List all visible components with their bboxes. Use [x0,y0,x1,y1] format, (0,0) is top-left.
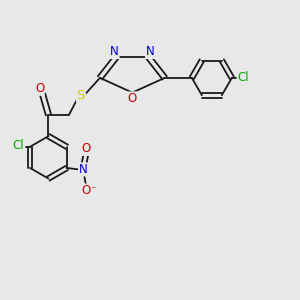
Text: O: O [35,82,44,95]
Text: Cl: Cl [238,71,249,84]
Text: O: O [81,184,91,197]
Text: O: O [128,92,137,105]
Text: N: N [110,45,119,58]
Text: N: N [79,163,87,176]
Text: O: O [81,142,91,155]
Text: ⁻: ⁻ [90,185,96,195]
Text: N: N [146,45,154,58]
Text: S: S [76,89,85,102]
Text: Cl: Cl [13,139,24,152]
